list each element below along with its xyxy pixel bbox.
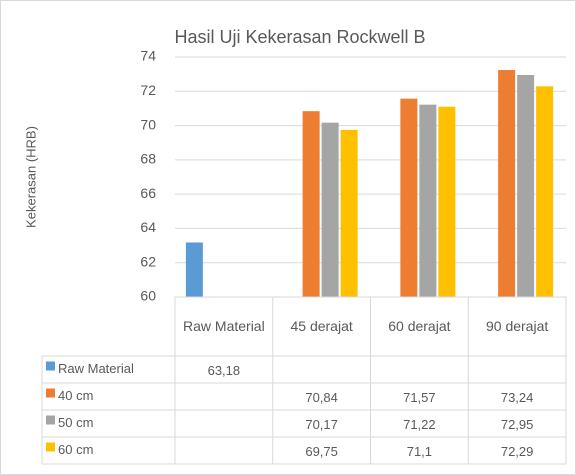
y-tick-label: 68 [140, 151, 156, 167]
data-table-value: 71,57 [403, 390, 436, 405]
legend-swatch [46, 415, 55, 425]
bar [321, 122, 339, 298]
bar [419, 104, 437, 298]
y-axis-label: Kekerasan (HRB) [23, 126, 38, 228]
bar [400, 98, 418, 298]
data-table-value: 69,75 [305, 444, 338, 459]
bar [498, 70, 516, 298]
legend-swatch [46, 361, 55, 371]
x-tick-label: 60 derajat [388, 318, 451, 334]
bar [302, 111, 320, 298]
y-tick-label: 64 [140, 219, 156, 235]
legend-swatch [46, 388, 55, 398]
x-tick-label: Raw Material [183, 318, 265, 334]
y-tick-label: 72 [140, 82, 156, 98]
data-table-value: 72,95 [501, 417, 534, 432]
x-tick-label: 45 derajat [290, 318, 353, 334]
y-tick-label: 70 [140, 116, 156, 132]
data-table-value: 71,1 [407, 444, 432, 459]
legend-label: 50 cm [58, 415, 93, 430]
y-tick-label: 62 [140, 253, 156, 269]
x-tick-label: 90 derajat [485, 318, 549, 334]
bar [517, 75, 535, 297]
y-tick-label: 60 [140, 288, 156, 304]
legend-label: 60 cm [58, 442, 93, 457]
bar [185, 242, 203, 297]
data-table-value: 73,24 [501, 390, 534, 405]
data-table-value: 71,22 [403, 417, 436, 432]
bar [536, 86, 554, 297]
data-table-value: 70,84 [305, 390, 338, 405]
data-table-value: 63,18 [208, 363, 241, 378]
y-tick-label: 74 [140, 48, 156, 64]
legend-swatch [46, 442, 55, 452]
y-tick-label: 66 [140, 185, 156, 201]
data-table-value: 70,17 [305, 417, 338, 432]
legend-label: Raw Material [58, 361, 134, 376]
legend-label: 40 cm [58, 388, 93, 403]
bar [340, 129, 358, 297]
bar [438, 106, 456, 297]
chart-title: Hasil Uji Kekerasan Rockwell B [174, 27, 425, 47]
data-table-value: 72,29 [501, 444, 534, 459]
